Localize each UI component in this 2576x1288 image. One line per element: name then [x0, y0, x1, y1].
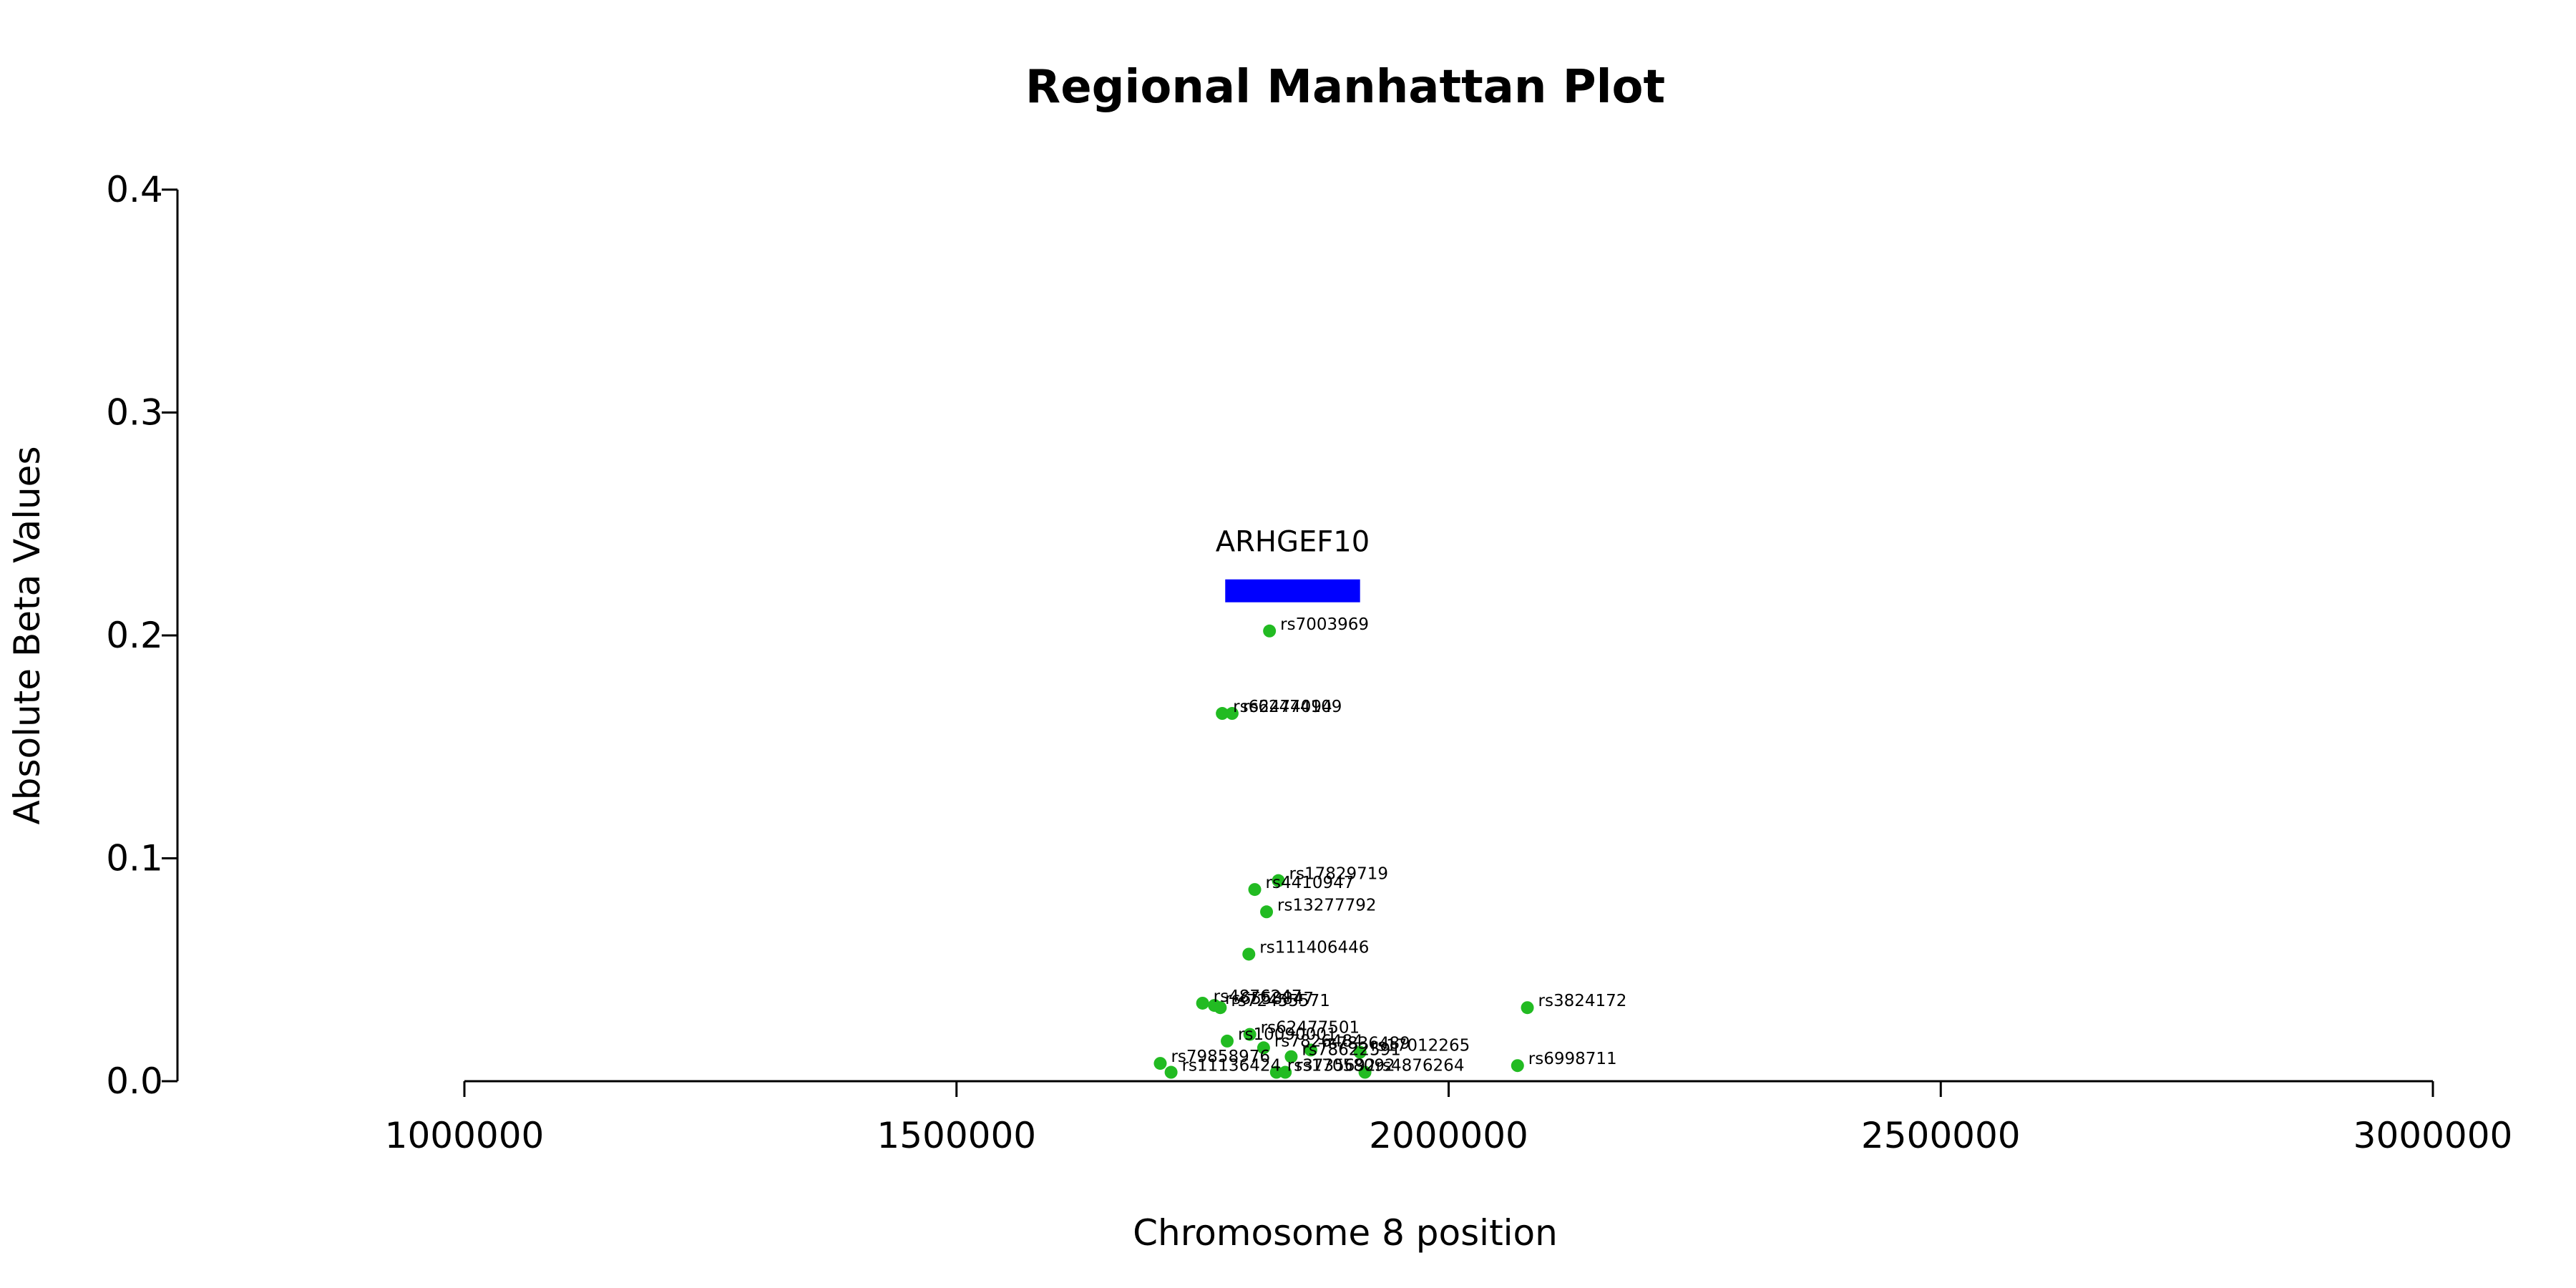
gene-track: ARHGEF10: [1216, 526, 1370, 602]
x-tick-label: 3000000: [2353, 1115, 2513, 1156]
y-tick-label: 0.0: [106, 1060, 163, 1102]
snp-point: [1164, 1065, 1178, 1079]
snp-point: [1263, 624, 1277, 638]
x-tick-label: 1000000: [385, 1115, 545, 1156]
snp-label: rs3735692: [1287, 1057, 1376, 1075]
snp-point: [1284, 1050, 1298, 1063]
snp-label: rs6998711: [1528, 1050, 1617, 1068]
x-axis: 1000000 1500000 2000000 2500000 3000000: [385, 1080, 2513, 1156]
snp-point: [1196, 996, 1209, 1010]
snp-point: [1243, 1028, 1257, 1041]
snp-point: [1248, 883, 1262, 897]
snp-point: [1279, 1065, 1292, 1079]
snp-label: rs79858976: [1171, 1048, 1270, 1066]
snp-point: [1304, 1043, 1317, 1057]
snp-label: rs6558847: [1225, 990, 1314, 1008]
snp-point: [1521, 1001, 1534, 1015]
snp-point: [1269, 1065, 1283, 1079]
x-tick-label: 2500000: [1861, 1115, 2021, 1156]
snp-point: [1358, 1065, 1372, 1079]
snp-label: rs62477501: [1261, 1019, 1360, 1038]
gene-bar: [1225, 579, 1360, 602]
snp-point: [1272, 874, 1285, 887]
y-tick-label: 0.3: [106, 392, 163, 434]
snp-point: [1511, 1059, 1524, 1073]
snp-point: [1225, 707, 1239, 721]
y-tick-label: 0.4: [106, 169, 163, 210]
y-axis: 0.0 0.1 0.2 0.3 0.4: [106, 169, 179, 1102]
snp-label: rs62474094: [1233, 698, 1332, 716]
gene-label: ARHGEF10: [1216, 526, 1370, 559]
snp-label: rs62474109: [1243, 698, 1342, 716]
snp-point: [1153, 1057, 1167, 1070]
snp-point: [1353, 1045, 1367, 1059]
snp-point: [1257, 1041, 1270, 1055]
snp-label: rs13277792: [1277, 896, 1377, 914]
snp-label: rs17012265: [1371, 1037, 1470, 1055]
snp-label: rs72455571: [1231, 992, 1330, 1010]
snp-label: rs4876247: [1214, 987, 1302, 1006]
y-tick-label: 0.2: [106, 615, 163, 656]
y-axis-label: Absolute Beta Values: [6, 447, 48, 825]
chart-title: Regional Manhattan Plot: [1025, 61, 1665, 114]
snp-point: [1260, 905, 1274, 919]
snp-label: rs111406446: [1259, 938, 1369, 957]
snp-points: [1153, 624, 1534, 1079]
snp-label: rs3824172: [1538, 992, 1627, 1010]
snp-point: [1216, 707, 1229, 721]
snp-labels: rs7003969rs62474094rs62474109rs17829719r…: [1171, 615, 1626, 1075]
x-axis-label: Chromosome 8 position: [1133, 1212, 1558, 1254]
snp-label: rs4410947: [1266, 874, 1355, 892]
snp-label: rs7836489: [1322, 1034, 1410, 1053]
x-tick-label: 1500000: [877, 1115, 1036, 1156]
snp-label: rs7826484: [1274, 1032, 1363, 1050]
snp-label: rs4876264: [1376, 1057, 1465, 1075]
y-tick-label: 0.1: [106, 838, 163, 879]
snp-label: rs78622591: [1302, 1041, 1401, 1060]
snp-point: [1242, 947, 1256, 961]
snp-label: rs17058092: [1296, 1057, 1395, 1075]
snp-label: rs17829719: [1289, 865, 1389, 884]
snp-label: rs11136424: [1182, 1057, 1282, 1075]
snp-label: rs10090001: [1238, 1025, 1337, 1044]
snp-point: [1221, 1034, 1234, 1048]
snp-point: [1214, 1001, 1227, 1015]
snp-label: rs7003969: [1280, 615, 1369, 634]
x-tick-label: 2000000: [1369, 1115, 1528, 1156]
